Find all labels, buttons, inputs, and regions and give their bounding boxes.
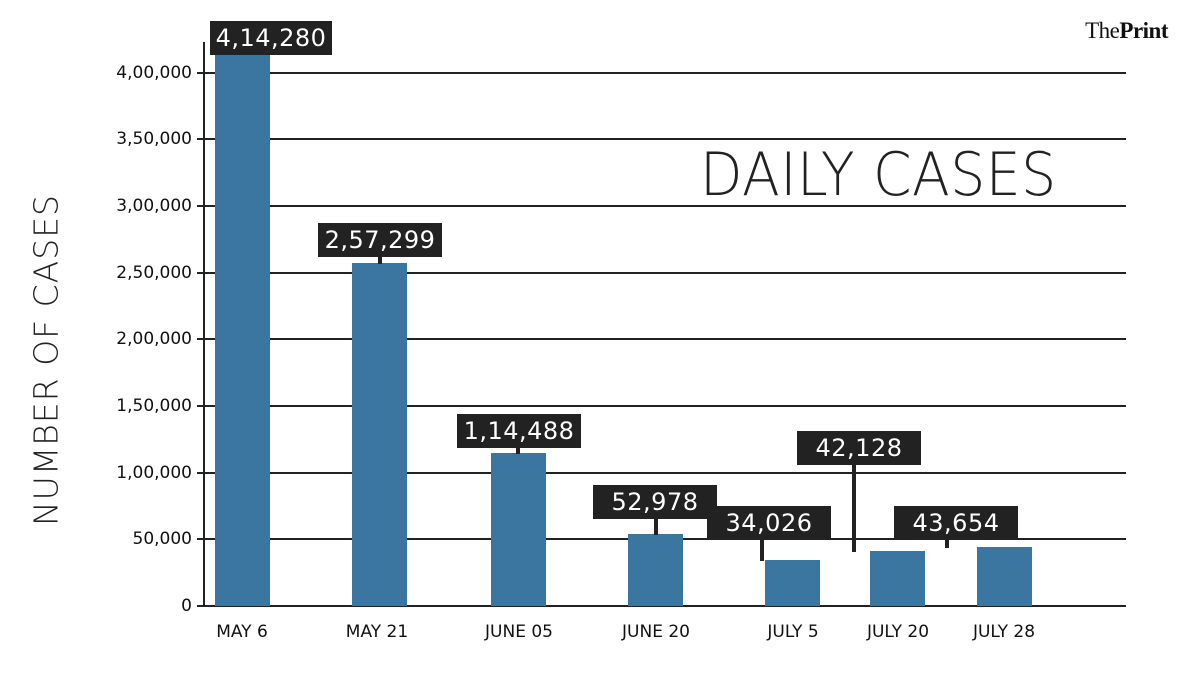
value-label-july-28: 43,654 — [894, 506, 1018, 540]
value-label-may-21: 2,57,299 — [318, 223, 442, 257]
gridline-150000 — [205, 405, 1126, 407]
theprint-logo: ThePrint — [1085, 18, 1168, 44]
tick-150000 — [197, 405, 205, 407]
value-label-july-5: 34,026 — [707, 506, 831, 540]
x-label-july-28: JULY 28 — [972, 622, 1036, 642]
label-stem — [852, 462, 856, 552]
label-stem — [945, 537, 949, 548]
value-label-may-6: 4,14,280 — [210, 21, 332, 55]
tick-300000 — [197, 205, 205, 207]
tick-50000 — [197, 538, 205, 540]
x-label-may-6: MAY 6 — [216, 622, 268, 642]
tick-250000 — [197, 272, 205, 274]
x-label-july-20: JULY 20 — [866, 622, 930, 642]
chart-title: DAILY CASES — [700, 140, 1057, 210]
bar-july-5 — [765, 560, 820, 606]
gridline-400000 — [205, 72, 1126, 74]
y-tick-label: 1,00,000 — [116, 463, 192, 483]
tick-350000 — [197, 138, 205, 140]
y-tick-label: 2,00,000 — [116, 329, 192, 349]
y-tick-label: 3,00,000 — [116, 196, 192, 216]
y-tick-label: 4,00,000 — [116, 63, 192, 83]
logo-text-light: The — [1085, 18, 1120, 43]
value-label-june-20: 52,978 — [593, 485, 717, 519]
label-stem — [654, 515, 658, 535]
y-tick-label: 50,000 — [132, 529, 192, 549]
bar-june-20 — [628, 534, 683, 606]
label-stem — [378, 252, 382, 264]
x-label-june-05: JUNE 05 — [485, 622, 553, 642]
bar-july-28 — [977, 547, 1032, 606]
label-stem — [760, 537, 764, 561]
gridline-250000 — [205, 272, 1126, 274]
x-label-june-20: JUNE 20 — [622, 622, 690, 642]
gridline-100000 — [205, 472, 1126, 474]
y-tick-label: 2,50,000 — [116, 263, 192, 283]
x-label-may-21: MAY 21 — [345, 622, 409, 642]
value-label-july-20: 42,128 — [797, 431, 921, 465]
bar-july-20 — [870, 551, 925, 606]
gridline-200000 — [205, 338, 1126, 340]
y-tick-label: 0 — [181, 596, 192, 616]
gridline-350000 — [205, 138, 1126, 140]
bar-may-6 — [215, 53, 270, 606]
tick-400000 — [197, 72, 205, 74]
y-tick-label: 1,50,000 — [116, 396, 192, 416]
value-label-june-05: 1,14,488 — [457, 414, 581, 448]
y-axis-title: NUMBER OF CASES — [26, 194, 66, 526]
tick-100000 — [197, 472, 205, 474]
y-tick-label: 3,50,000 — [116, 129, 192, 149]
gridline-300000 — [205, 205, 1126, 207]
bar-may-21 — [352, 263, 407, 606]
bar-june-05 — [491, 453, 546, 606]
logo-text-bold: Print — [1119, 18, 1168, 43]
x-label-july-5: JULY 5 — [767, 622, 819, 642]
y-axis-line — [203, 42, 205, 607]
tick-200000 — [197, 338, 205, 340]
tick-0 — [197, 605, 205, 607]
label-stem — [516, 444, 520, 454]
